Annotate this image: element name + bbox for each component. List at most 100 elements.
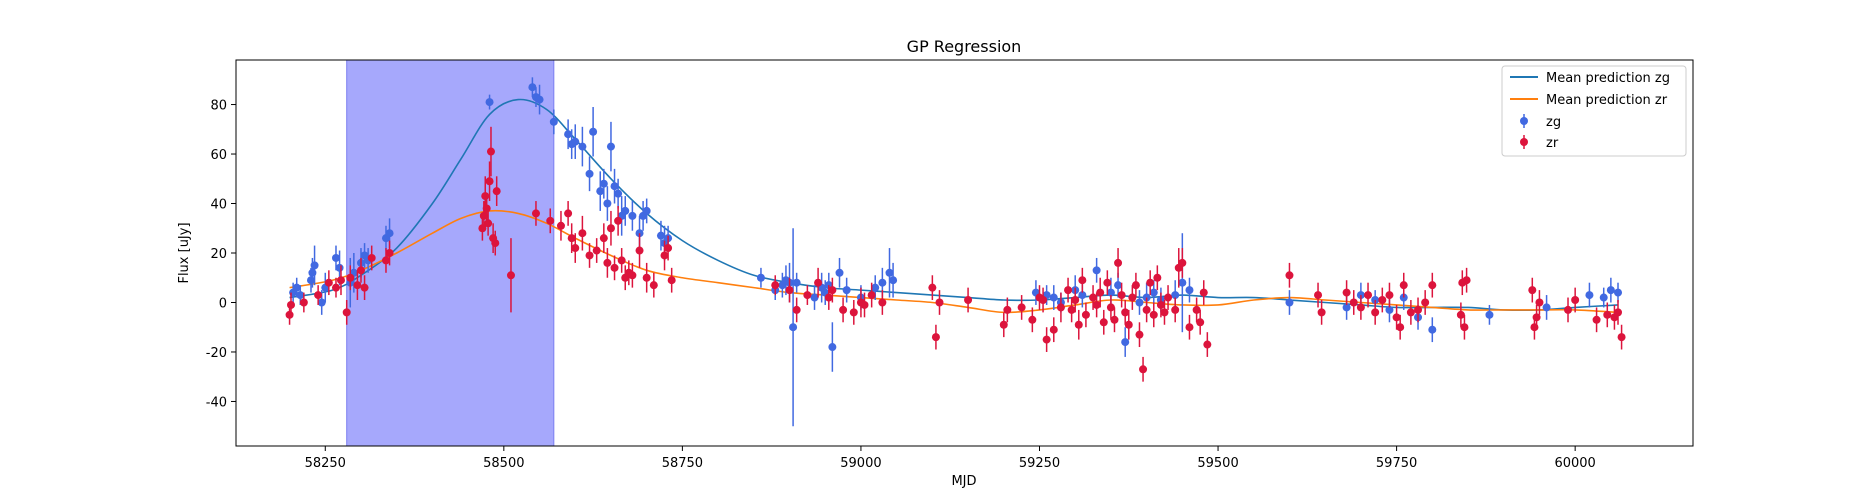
zg-point <box>1171 291 1180 300</box>
zg-point <box>485 98 494 107</box>
x-tick-label: 59250 <box>1019 456 1060 471</box>
zr-point <box>785 286 794 295</box>
zg-point <box>889 276 898 285</box>
zr-point <box>342 308 351 317</box>
zg-point <box>571 137 580 146</box>
zr-point <box>1096 288 1105 297</box>
zr-point <box>1139 365 1148 374</box>
x-tick-label: 58750 <box>662 456 703 471</box>
legend-zr-point <box>1520 138 1528 146</box>
zr-point <box>1406 308 1415 317</box>
zr-point <box>1399 281 1408 290</box>
zr-point <box>1414 305 1423 314</box>
zr-point <box>385 249 394 257</box>
zr-point <box>585 251 594 260</box>
zr-point <box>1378 296 1387 305</box>
zr-point <box>1356 303 1365 312</box>
zr-point <box>1146 278 1155 287</box>
zg-point <box>1285 298 1294 307</box>
zr-point <box>599 234 608 243</box>
zg-point <box>878 278 887 287</box>
zg-point <box>589 127 598 136</box>
zg-point <box>871 283 880 292</box>
zr-point <box>1049 325 1058 334</box>
zr-point <box>1385 291 1394 300</box>
x-tick-label: 58250 <box>305 456 346 471</box>
zg-point <box>642 206 651 215</box>
zr-point <box>1462 276 1471 285</box>
zr-point <box>1428 281 1437 290</box>
zr-point <box>1103 278 1112 287</box>
zr-point <box>792 305 801 314</box>
zr-point <box>1153 273 1162 282</box>
zg-point <box>1485 310 1494 319</box>
zg-point <box>549 117 558 126</box>
zr-point <box>578 229 587 238</box>
zr-point <box>839 305 848 314</box>
zg-point <box>606 142 615 151</box>
zr-point <box>935 298 944 307</box>
zg-point <box>1114 281 1123 290</box>
zg-point <box>789 323 798 332</box>
zr-point <box>1317 308 1326 317</box>
zr-point <box>1171 305 1180 314</box>
zr-point <box>667 276 676 285</box>
zg-point <box>628 211 637 220</box>
zg-point <box>810 293 819 302</box>
x-axis-label: MJD <box>951 474 976 489</box>
zr-point <box>1042 335 1051 344</box>
zr-point <box>1364 291 1373 300</box>
zr-point <box>617 256 626 265</box>
zr-point <box>814 278 823 287</box>
zr-point <box>491 239 500 248</box>
zr-point <box>336 276 345 285</box>
zr-point <box>1199 288 1208 297</box>
zg-point <box>535 95 544 104</box>
zr-point <box>506 271 515 280</box>
zg-point <box>1342 303 1351 312</box>
zr-point <box>1392 313 1401 322</box>
zr-point <box>1106 303 1115 312</box>
zr-point <box>484 219 493 228</box>
zr-point <box>1071 296 1080 305</box>
zr-point <box>1114 258 1123 267</box>
zg-point <box>310 261 319 270</box>
zg-point <box>1178 278 1187 287</box>
zr-point <box>1028 315 1037 324</box>
zg-point <box>1542 303 1551 312</box>
zr-point <box>485 177 494 186</box>
zg-point <box>1049 293 1058 302</box>
zr-point <box>285 310 294 319</box>
zg-point <box>656 231 665 240</box>
zr-point <box>1156 300 1165 309</box>
zr-point <box>628 271 637 280</box>
mean-prediction-zr-line <box>289 209 1619 314</box>
zr-point <box>614 216 623 225</box>
zr-point <box>1532 313 1541 322</box>
zg-point <box>331 253 340 262</box>
zr-point <box>1285 271 1294 280</box>
zr-point <box>610 263 619 272</box>
zg-point <box>835 268 844 277</box>
zr-point <box>1614 308 1623 317</box>
zr-point <box>1131 281 1140 290</box>
zr-point <box>860 300 869 309</box>
zr-point <box>1092 300 1101 309</box>
x-tick-label: 58500 <box>483 456 524 471</box>
zr-point <box>1067 305 1076 314</box>
legend-label-mean-zr: Mean prediction zr <box>1546 93 1668 108</box>
series-zg <box>289 77 1623 427</box>
zr-point <box>1535 298 1544 307</box>
zr-point <box>492 187 501 196</box>
zr-point <box>1603 310 1612 319</box>
zr-point <box>1089 293 1098 302</box>
zr-point <box>1078 276 1087 285</box>
zg-point <box>621 206 630 215</box>
zr-point <box>824 293 833 302</box>
zr-point <box>867 291 876 300</box>
zr-point <box>1592 315 1601 324</box>
zr-point <box>1056 303 1065 312</box>
legend-label-zr: zr <box>1546 136 1559 151</box>
zr-point <box>1314 291 1323 300</box>
zr-point <box>849 308 858 317</box>
